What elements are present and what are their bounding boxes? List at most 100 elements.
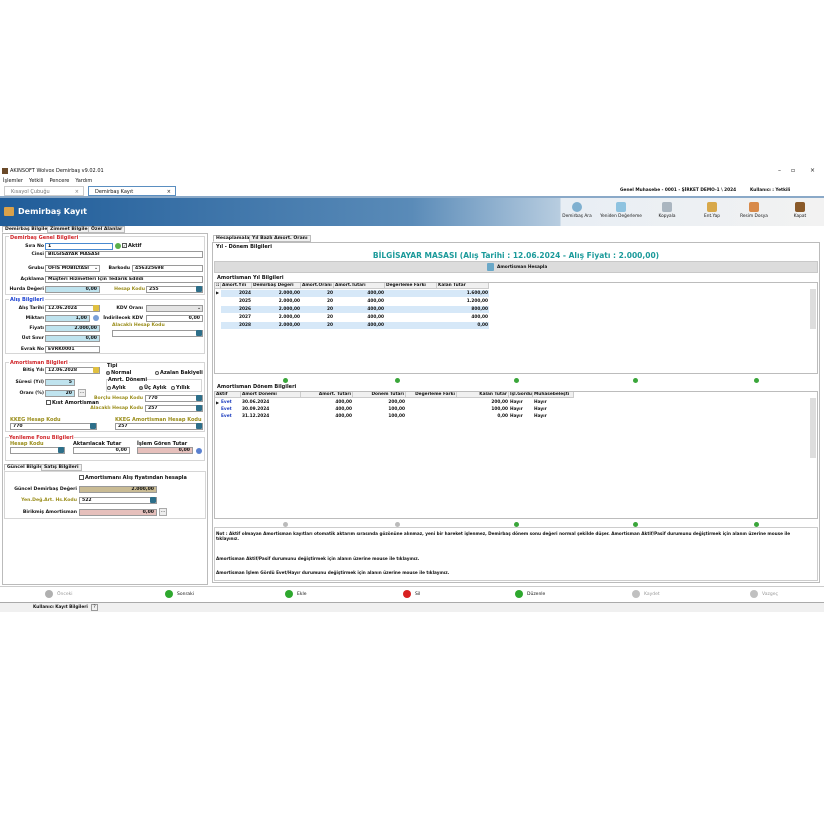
restore-button[interactable]: ▫ [791, 167, 796, 174]
miktar-input[interactable]: 1,00 [45, 315, 90, 322]
table-row[interactable]: Evet 30.09.2024 400,00 100,00 100,00 Hayır Hay… [215, 406, 574, 413]
tab-yil-bazli[interactable]: Yıl Bazlı Amort. Oranı [249, 235, 311, 242]
table-row[interactable]: Evet 31.12.2024 400,00 100,00 0,00 Hayır Hayır [215, 413, 574, 420]
cinsi-input[interactable]: BİLGİSAYAR MASASI [45, 251, 203, 258]
column-header[interactable]: Değerleme Farkı [385, 283, 437, 289]
column-header[interactable]: Amort Dönemi [241, 392, 301, 398]
unit-icon[interactable] [93, 315, 99, 321]
kopyala-button[interactable]: Kopyala [646, 200, 688, 226]
vazgec-button[interactable]: Vazgeç [750, 590, 778, 598]
help-button[interactable]: ? [91, 604, 98, 611]
lookup-icon[interactable] [58, 447, 64, 453]
lookup-icon[interactable] [196, 330, 202, 336]
lookup-icon[interactable] [90, 423, 96, 429]
calendar-icon[interactable] [93, 305, 99, 311]
sonraki-button[interactable]: Sonraki [165, 590, 194, 598]
birikmis-input[interactable]: 0,00 [79, 509, 157, 516]
lookup-icon[interactable] [196, 286, 202, 292]
column-header[interactable]: Amort.Yılı [221, 283, 252, 289]
ekle-button[interactable]: Ekle [285, 590, 306, 598]
barkod-input[interactable]: 456325698 [132, 265, 203, 272]
grubu-select[interactable]: OFİS MOBİLYASI ⌄ [45, 265, 100, 272]
column-header[interactable]: Kalan Tutar [457, 392, 509, 398]
aktarilacak-input[interactable]: 0,00 [73, 447, 130, 454]
tab-ozel-alanlar[interactable]: Özel Alanlar [88, 226, 126, 233]
aktif-toggle[interactable]: Evet [221, 400, 232, 405]
oran-more-button[interactable]: ... [78, 389, 86, 397]
suresi-input[interactable]: 5 [45, 379, 75, 386]
minimize-button[interactable]: – [778, 167, 781, 174]
calendar-icon[interactable] [93, 367, 99, 373]
aciklama-input[interactable]: Müşteri Hizmetleri İçin Tedarik Edildi [45, 276, 203, 283]
menu-yardim[interactable]: Yardım [75, 178, 93, 184]
alis-fiyatindan-checkbox[interactable]: Amortismanı Alış fiyatından hesapla [79, 475, 187, 481]
kkeg-amort-input[interactable]: 257 [115, 423, 203, 430]
kist-amortisman-checkbox[interactable]: Kıst Amortisman [46, 400, 99, 406]
column-header[interactable]: Değerleme Farkı [406, 392, 457, 398]
yen-deg-input[interactable]: 522 [79, 497, 157, 504]
radio-uc-aylik[interactable]: Üç Aylık [139, 385, 166, 391]
sil-button[interactable]: Sil [403, 590, 420, 598]
column-header[interactable]: Kalan Tutar [437, 283, 489, 289]
menu-pencere[interactable]: Pencere [49, 178, 70, 184]
aktif-checkbox[interactable]: ✓ Aktif [122, 243, 142, 249]
amortisman-hesapla-button[interactable]: Amortisman Hesapla [487, 263, 547, 271]
hesap-kodu-input[interactable]: 255 [146, 286, 203, 293]
table-row[interactable]: ▶ Evet 30.06.2024 400,00 200,00 200,00 Hayır Ha… [215, 399, 574, 406]
radio-azalan-bakiyeli[interactable]: Azalan Bakiyeli [155, 370, 203, 376]
kaydet-button[interactable]: Kaydet [632, 590, 660, 598]
table-row[interactable]: 2025 2.000,00 20 400,00 1.200,00 [221, 298, 489, 305]
bitis-yili-input[interactable]: 12.06.2028 [45, 367, 100, 374]
aktif-toggle[interactable]: Evet [221, 414, 232, 419]
ust-sinir-input[interactable]: 0,00 [45, 335, 100, 342]
column-header[interactable]: Aktif [215, 392, 241, 398]
lookup-icon[interactable] [196, 423, 202, 429]
close-button[interactable]: × [810, 167, 816, 174]
islem-gordu-toggle[interactable]: Hayır [510, 414, 523, 419]
radio-yillik[interactable]: Yıllık [171, 385, 190, 391]
kapat-button[interactable]: Kapat [779, 200, 821, 226]
info-icon[interactable] [196, 448, 202, 454]
resim-dosya-button[interactable]: Resim Dosya [733, 200, 775, 226]
guncel-deger-input[interactable]: 2.000,00 [79, 486, 157, 493]
column-header[interactable]: Dönem Tutarı [353, 392, 406, 398]
fiyat-input[interactable]: 2.000,00 [45, 325, 100, 332]
tab-demirbas-kayit[interactable]: Demirbaş Kayıt × [88, 186, 176, 196]
hurda-input[interactable]: 0,00 [45, 286, 100, 293]
refresh-icon[interactable] [115, 243, 121, 249]
evrak-no-input[interactable]: EVRK0001 [45, 346, 100, 353]
donem-grid-scrollbar[interactable] [810, 398, 816, 458]
column-header[interactable]: Amort. Tutarı [301, 392, 353, 398]
orani-input[interactable]: 20 [45, 390, 75, 397]
column-header[interactable]: Amort.Oranı [301, 283, 334, 289]
radio-aylik[interactable]: Aylık [107, 385, 126, 391]
kdv-orani-select[interactable]: ⌄ [146, 305, 203, 312]
yenileme-hesap-input[interactable] [10, 447, 65, 454]
islem-goren-input[interactable]: 0,00 [137, 447, 193, 454]
kkeg-input[interactable]: 770 [10, 423, 97, 430]
yil-grid-scrollbar[interactable] [810, 289, 816, 329]
islem-gordu-toggle[interactable]: Hayır [510, 400, 523, 405]
alis-tarihi-input[interactable]: 12.06.2024 [45, 305, 100, 312]
table-row[interactable]: 2024 2.000,00 20 400,00 1.600,00 [221, 290, 489, 297]
lookup-icon[interactable] [196, 395, 202, 401]
tab-kisayol[interactable]: Kısayol Çubuğu × [4, 186, 84, 196]
tab-satis-bilgileri[interactable]: Satış Bilgileri [41, 464, 82, 471]
alis-alacakli-input[interactable] [112, 330, 203, 337]
column-header[interactable]: Demirbaş Değeri [252, 283, 301, 289]
amort-alacakli-input[interactable]: 257 [145, 405, 203, 412]
radio-normal[interactable]: Normal [106, 370, 131, 376]
onceki-button[interactable]: Önceki [45, 590, 73, 598]
donem-grid[interactable]: Aktif Amort Dönemi Amort. Tutarı Dönem Tuta… [214, 391, 818, 519]
column-header[interactable]: Amort.Tutarı [334, 283, 385, 289]
aktif-toggle[interactable]: Evet [221, 407, 232, 412]
column-header[interactable]: İşl.Gördü [509, 392, 533, 398]
table-row[interactable]: 2026 2.000,00 20 400,00 800,00 [221, 306, 489, 313]
column-header[interactable]: Muhasebeleşti [533, 392, 574, 398]
lookup-icon[interactable] [196, 405, 202, 411]
indirilecek-kdv-input[interactable]: 0,00 [146, 315, 203, 322]
menu-yetkili[interactable]: Yetkili [28, 178, 44, 184]
menu-islemler[interactable]: İşlemler [3, 178, 23, 184]
table-row[interactable]: 2028 2.000,00 20 400,00 0,00 [221, 322, 489, 329]
birikmis-more-button[interactable]: ... [159, 508, 167, 516]
